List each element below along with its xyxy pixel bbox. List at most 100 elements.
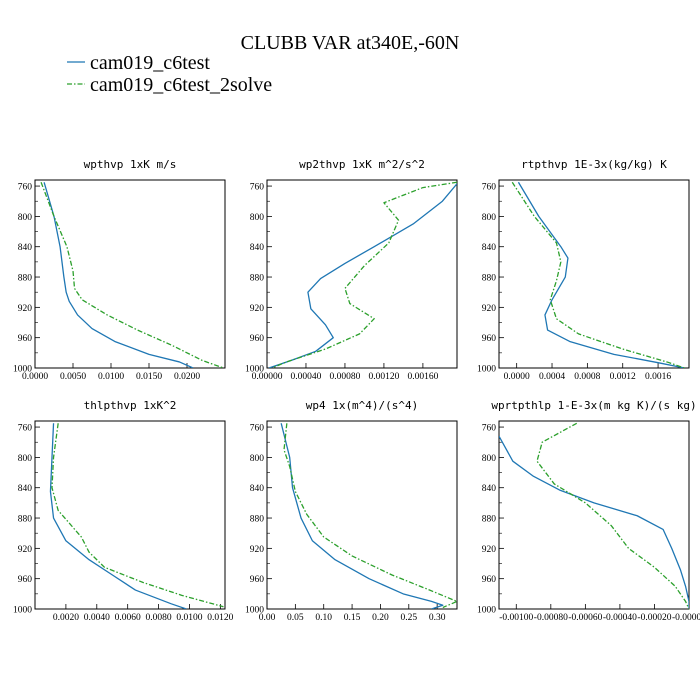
x-tick-label: 0.0200 — [174, 372, 200, 382]
x-tick-label: 0.0012 — [610, 372, 636, 382]
panel-wprtpthlp: wprtpthlp 1-E-3x(m kg K)/(s kg) 760 800 84… — [477, 399, 700, 623]
y-tick-label: 880 — [482, 274, 497, 284]
x-tick-label: -0.00000 — [672, 613, 700, 623]
y-tick-label: 840 — [482, 243, 497, 253]
y-tick-label: 840 — [482, 484, 497, 494]
x-tick-label: 0.0040 — [84, 613, 110, 623]
x-tick-label: 0.0016 — [645, 372, 671, 382]
series-line-2 — [283, 423, 457, 609]
x-tick-label: 0.00 — [259, 613, 276, 623]
x-tick-label: 0.0150 — [136, 372, 162, 382]
x-tick-label: 0.00080 — [330, 372, 361, 382]
x-tick-label: 0.00120 — [368, 372, 399, 382]
y-tick-label: 760 — [18, 424, 33, 434]
x-tick-label: -0.00020 — [637, 613, 671, 623]
legend-label-1: cam019_c6test — [90, 52, 210, 74]
series-line-2 — [271, 181, 457, 368]
series-line-2 — [511, 181, 685, 368]
x-tick-label: 0.0000 — [504, 372, 530, 382]
panel-title: wp2thvp 1xK m^2/s^2 — [299, 158, 425, 171]
legend: cam019_c6test cam019_c6test_2solve — [67, 52, 272, 96]
y-tick-label: 800 — [250, 213, 265, 223]
series-line-1 — [43, 182, 194, 368]
x-tick-label: 0.0080 — [146, 613, 172, 623]
y-tick-label: 840 — [250, 484, 265, 494]
y-tick-label: 960 — [482, 575, 497, 585]
x-tick-label: 0.00160 — [407, 372, 438, 382]
y-tick-label: 840 — [250, 243, 265, 253]
y-tick-label: 880 — [250, 274, 265, 284]
x-tick-label: -0.00040 — [603, 613, 637, 623]
series-line-2 — [536, 422, 689, 609]
x-tick-label: 0.10 — [315, 613, 332, 623]
plot-frame — [266, 179, 458, 369]
y-tick-label: 760 — [482, 424, 497, 434]
y-tick-label: 960 — [250, 575, 265, 585]
x-tick-label: 0.0004 — [539, 372, 565, 382]
y-tick-label: 920 — [18, 545, 33, 555]
x-tick-label: -0.00080 — [534, 613, 568, 623]
x-tick-label: -0.00100 — [499, 613, 533, 623]
y-tick-label: 800 — [18, 213, 33, 223]
plot-frame — [34, 420, 226, 610]
plot-frame — [498, 420, 690, 610]
y-tick-label: 760 — [250, 424, 265, 434]
y-tick-label: 920 — [18, 304, 33, 314]
y-tick-label: 880 — [18, 515, 33, 525]
plot-frame — [498, 179, 690, 369]
series-line-2 — [40, 182, 224, 368]
y-tick-label: 760 — [482, 183, 497, 193]
x-tick-label: 0.30 — [429, 613, 446, 623]
x-tick-label: -0.00060 — [568, 613, 602, 623]
series-line-2 — [51, 423, 224, 608]
y-tick-label: 880 — [482, 515, 497, 525]
x-tick-label: 0.05 — [287, 613, 304, 623]
panel-wpthvp: wpthvp 1xK m/s 76080084088092096010000.0… — [13, 158, 226, 382]
y-tick-label: 1000 — [245, 606, 264, 616]
y-tick-label: 960 — [482, 334, 497, 344]
y-tick-label: 960 — [250, 334, 265, 344]
x-tick-label: 0.0100 — [98, 372, 124, 382]
panel-title: thlpthvp 1xK^2 — [84, 399, 177, 412]
plot-frame — [34, 179, 226, 369]
y-tick-label: 960 — [18, 575, 33, 585]
x-tick-label: 0.25 — [400, 613, 417, 623]
y-tick-label: 840 — [18, 243, 33, 253]
panel-thlpthvp: thlpthvp 1xK^2 760 800 840 880 920 960 1000 0.0… — [13, 399, 234, 623]
y-tick-label: 1000 — [477, 606, 496, 616]
y-tick-label: 1000 — [245, 365, 264, 375]
y-tick-label: 880 — [18, 274, 33, 284]
y-tick-label: 920 — [250, 545, 265, 555]
panel-title: wprtpthlp 1-E-3x(m kg K)/(s kg) — [491, 399, 696, 412]
series-line-1 — [280, 423, 444, 609]
x-tick-label: 0.0060 — [115, 613, 141, 623]
x-tick-label: 0.0008 — [574, 372, 600, 382]
y-tick-label: 800 — [250, 454, 265, 464]
y-tick-label: 920 — [250, 304, 265, 314]
y-tick-label: 760 — [18, 183, 33, 193]
y-tick-label: 1000 — [13, 365, 32, 375]
y-tick-label: 840 — [18, 484, 33, 494]
x-tick-label: 0.20 — [372, 613, 389, 623]
series-line-1 — [268, 183, 457, 368]
x-tick-label: 0.0100 — [176, 613, 202, 623]
y-tick-label: 1000 — [13, 606, 32, 616]
plot-frame — [266, 420, 458, 610]
x-tick-label: 0.0050 — [60, 372, 86, 382]
figure-title: CLUBB VAR at340E,-60N — [241, 32, 460, 54]
y-tick-label: 800 — [482, 213, 497, 223]
x-tick-label: 0.0000 — [22, 372, 48, 382]
panel-wp2thvp: wp2thvp 1xK m^2/s^2 760 800 840 880 920 960 10… — [245, 158, 458, 382]
panel-title: rtpthvp 1E-3x(kg/kg) K — [521, 158, 667, 171]
x-tick-label: 0.0120 — [207, 613, 233, 623]
y-tick-label: 920 — [482, 304, 497, 314]
x-tick-label: 0.00000 — [252, 372, 283, 382]
x-tick-label: 0.15 — [344, 613, 361, 623]
legend-label-2: cam019_c6test_2solve — [90, 74, 272, 96]
y-tick-label: 760 — [250, 183, 265, 193]
x-tick-label: 0.0020 — [53, 613, 79, 623]
panel-title: wp4 1x(m^4)/(s^4) — [306, 399, 419, 412]
y-tick-label: 880 — [250, 515, 265, 525]
series-line-1 — [517, 181, 685, 368]
